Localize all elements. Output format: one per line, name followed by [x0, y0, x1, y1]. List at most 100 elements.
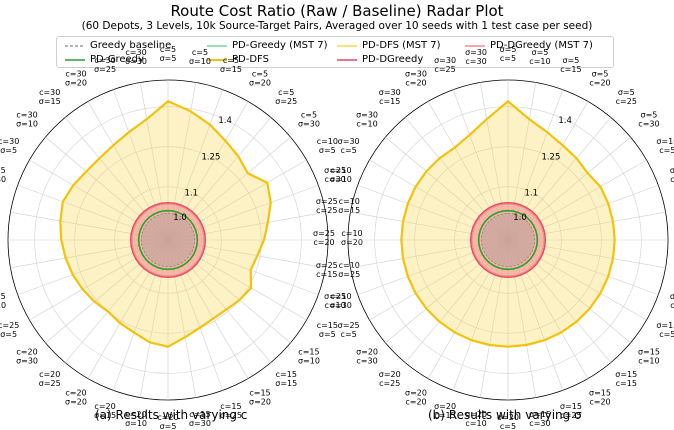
radar-axis-label: c=5 σ=15	[220, 56, 242, 74]
radar-grid-ring	[34, 106, 302, 374]
legend-entry-pd-dgreedy-mst7: PD-DGreedy (MST 7)	[465, 40, 593, 51]
radar-tick-label: 1.25	[541, 152, 560, 162]
legend-entry-pd-greedy: PD-Greedy	[65, 54, 144, 65]
radar-tick-label: 1.1	[525, 189, 539, 199]
legend-entry-pd-dfs-mst7: PD-DFS (MST 7)	[337, 40, 441, 51]
radar-axis-label: σ=25 c=5	[338, 321, 360, 339]
legend-swatch	[207, 58, 227, 61]
radar-series-greedy-baseline	[140, 212, 196, 268]
radar-axis-label: c=20 σ=10	[125, 410, 147, 428]
radar-axis-label: c=20 σ=5	[157, 413, 178, 430]
radar-axis-label: σ=20 c=5	[497, 413, 519, 430]
radar-axis-label: σ=25 c=30	[324, 166, 346, 184]
radar-axis-label: c=10 σ=5	[317, 137, 338, 155]
legend-label: PD-DFS (MST 7)	[362, 40, 441, 51]
radar-axis-label: σ=25 c=10	[324, 292, 346, 310]
radar-axis-label: σ=30 c=30	[465, 48, 487, 66]
radar-axis-label: σ=30 c=15	[379, 88, 401, 106]
radar-axis-label: c=15 σ=30	[189, 410, 211, 428]
radar-axis-label: σ=10c=10	[670, 166, 674, 184]
radar-axis-label: c=25σ=10	[0, 292, 6, 310]
radar-axis-label: c=30 σ=10	[16, 111, 38, 129]
radar-axis-label: c=10 σ=20	[341, 229, 363, 247]
radar-grid-ring	[114, 186, 222, 294]
radar-series-pd-greedy	[477, 209, 539, 271]
legend-entry-pd-greedy-mst7: PD-Greedy (MST 7)	[207, 40, 328, 51]
radar-axis-label: c=10 σ=15	[338, 197, 360, 215]
radar-axis-label: c=5 σ=5	[160, 45, 177, 63]
legend-label: PD-DGreedy	[362, 54, 424, 65]
legend-swatch	[465, 44, 485, 47]
radar-axis-label: σ=20 c=20	[405, 388, 427, 406]
radar-axis-label: c=30 σ=15	[39, 88, 61, 106]
radar-axis-label: c=20 σ=25	[39, 370, 61, 388]
caption-b: (b) Results with varying σ	[428, 408, 582, 422]
radar-axis-label: c=15 σ=5	[317, 321, 338, 339]
radar-axis-label: c=5 σ=20	[249, 70, 271, 88]
legend-swatch	[207, 44, 227, 47]
radar-grid-ring	[414, 146, 602, 334]
radar-tick-label: 1.0	[173, 213, 187, 223]
legend-label: PD-Greedy (MST 7)	[232, 40, 328, 51]
radar-axis-label: σ=15 c=20	[589, 388, 611, 406]
radar-axis-label: σ=30 c=10	[356, 111, 378, 129]
chart-title: Route Cost Ratio (Raw / Baseline) Radar …	[170, 2, 504, 20]
radar-axis-label: c=25 σ=5	[0, 321, 19, 339]
radar-axis-label: σ=30 c=25	[434, 56, 456, 74]
radar-axis-label: c=30 σ=5	[0, 137, 19, 155]
radar-axis-label: c=5 σ=25	[275, 88, 297, 106]
radar-axis-label: σ=5 c=15	[560, 56, 581, 74]
radar-axis-label: σ=30 c=20	[405, 70, 427, 88]
radar-axis-label: σ=20 c=30	[356, 347, 378, 365]
radar-axis-label: σ=5 c=20	[589, 70, 610, 88]
radar-series-pd-greedy	[137, 209, 199, 271]
radar-series-greedy-baseline	[480, 212, 536, 268]
radar-axis-label: σ=15c=5	[656, 321, 674, 339]
radar-axis-label: σ=5 c=5	[500, 45, 517, 63]
radar-axis-label: σ=5 c=30	[638, 111, 659, 129]
radar-axis-label: σ=10c=5	[656, 137, 674, 155]
caption-a: (a) Results with varying c	[95, 408, 248, 422]
radar-axis-label: c=20 σ=15	[94, 402, 116, 420]
radar-axis-label: σ=5 c=10	[529, 48, 550, 66]
radar-axis-label: σ=20 c=10	[465, 410, 487, 428]
radar-tick-label: 1.4	[558, 116, 572, 126]
radar-grid-ring	[454, 186, 562, 294]
radar-axis-label: c=30 σ=20	[65, 70, 87, 88]
radar-axis-label: σ=25 c=20	[313, 229, 335, 247]
radar-series-pd-dfs	[400, 99, 616, 348]
radar-series-pd-dfs	[59, 100, 272, 348]
legend-entry-pd-dgreedy: PD-DGreedy	[337, 54, 423, 65]
legend-swatch	[337, 44, 357, 47]
radar-axis-label: c=15 σ=25	[220, 402, 242, 420]
radar-axis-label: σ=25 c=15	[316, 261, 338, 279]
radar-axis-label: c=10 σ=30	[330, 292, 352, 310]
radar-axis-label: c=25σ=30	[0, 166, 6, 184]
radar-axis-label: σ=15 c=30	[529, 410, 551, 428]
legend-entry-pd-dfs: PD-DFS	[207, 54, 269, 65]
radar-axis-label: c=15 σ=20	[249, 388, 271, 406]
radar-axis-label: c=15 σ=10	[298, 347, 320, 365]
radar-axis-label: σ=15 c=25	[560, 402, 582, 420]
legend-entry-greedy-baseline: Greedy baseline	[65, 40, 171, 51]
legend-label: PD-DFS	[232, 54, 269, 65]
radar-axis-label: c=20 σ=20	[65, 388, 87, 406]
radar-grid-ring	[374, 106, 642, 374]
legend-label: Greedy baseline	[90, 40, 172, 51]
radar-axis-label: c=15 σ=15	[275, 370, 297, 388]
chart-subtitle: (60 Depots, 3 Levels, 10k Source-Target …	[81, 20, 593, 32]
radar-tick-label: 1.25	[201, 152, 220, 162]
radar-series-pd-dgreedy-mst-7	[471, 203, 545, 277]
legend-swatch	[65, 58, 85, 61]
radar-grid-ring	[74, 146, 262, 334]
radar-axis-label: σ=15 c=15	[615, 370, 637, 388]
radar-axis-label: σ=10c=30	[670, 292, 674, 310]
radar-axis-label: c=10 σ=25	[338, 261, 360, 279]
radar-axis-label: c=10 σ=10	[330, 166, 352, 184]
radar-axis-label: σ=25 c=25	[316, 197, 338, 215]
radar-axis-label: σ=15 c=10	[638, 347, 660, 365]
legend-swatch	[65, 44, 85, 47]
radar-axis-label: σ=30 c=5	[338, 137, 360, 155]
radar-axis-label: σ=5 c=25	[616, 88, 637, 106]
